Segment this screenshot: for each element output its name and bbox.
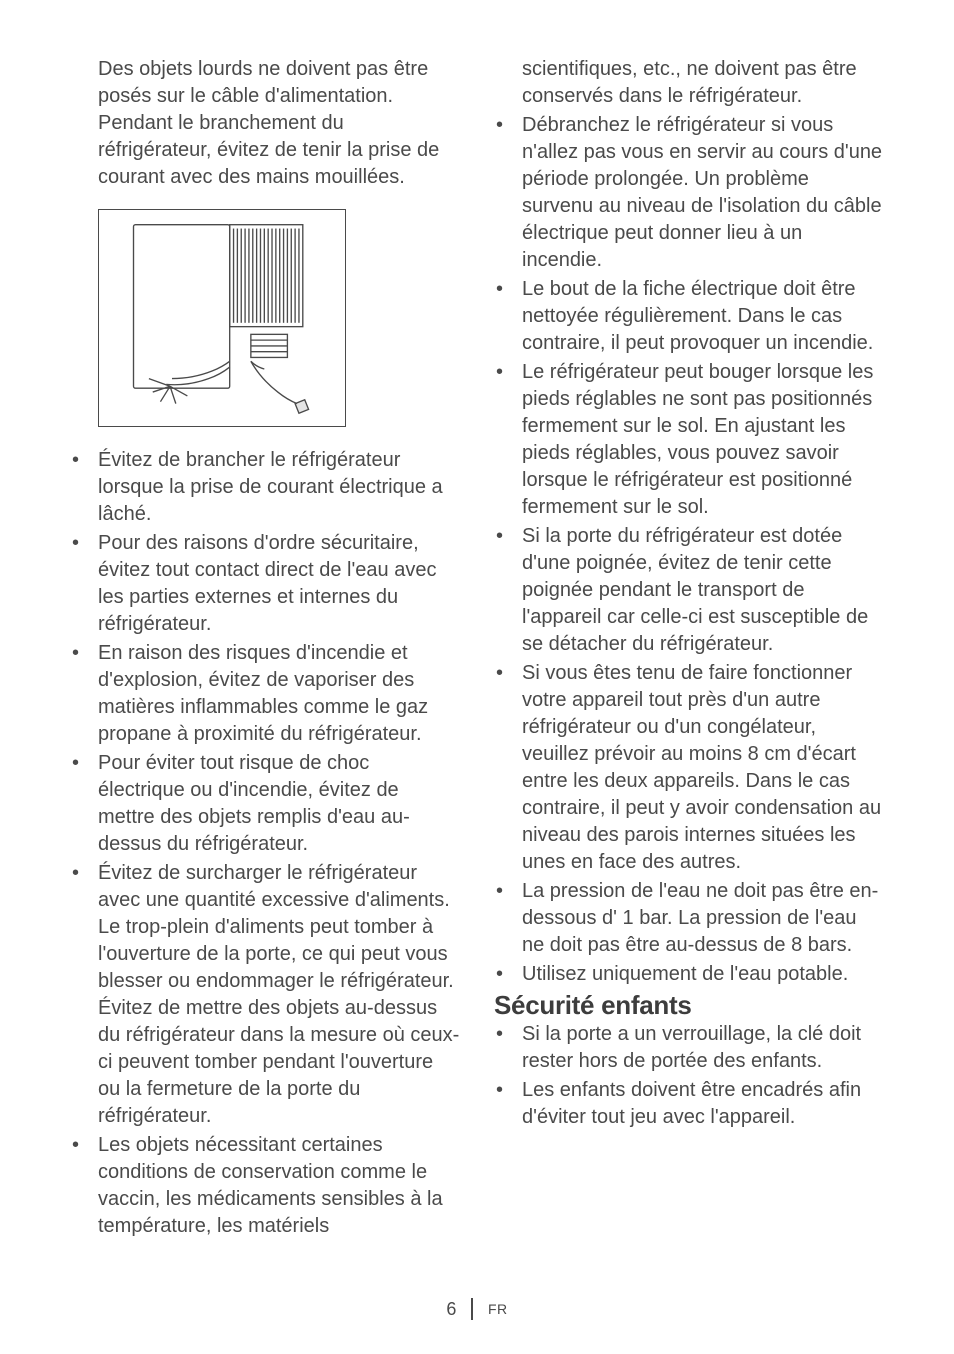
continuation-paragraph: scientifiques, etc., ne doivent pas être… <box>522 56 884 110</box>
list-item: Pour éviter tout risque de choc électriq… <box>70 750 460 858</box>
list-item: Utilisez uniquement de l'eau potable. <box>494 961 884 988</box>
page-number: 6 <box>446 1299 456 1319</box>
list-item: Les objets nécessitant certaines conditi… <box>70 1132 460 1240</box>
list-item: Les enfants doivent être encadrés afin d… <box>494 1077 884 1131</box>
left-column: Des objets lourds ne doivent pas être po… <box>70 56 460 1242</box>
right-bullet-list-2: Si la porte a un verrouillage, la clé do… <box>494 1021 884 1131</box>
list-item: Évitez de brancher le réfrigérateur lors… <box>70 447 460 528</box>
section-heading-securite-enfants: Sécurité enfants <box>494 990 884 1021</box>
list-item: Si vous êtes tenu de faire fonctionner v… <box>494 660 884 876</box>
list-item: Le réfrigérateur peut bouger lorsque les… <box>494 359 884 521</box>
right-column: scientifiques, etc., ne doivent pas être… <box>494 56 884 1242</box>
list-item: Pour des raisons d'ordre sécuritaire, év… <box>70 530 460 638</box>
refrigerator-back-diagram <box>98 209 346 427</box>
fridge-illustration-icon <box>106 217 338 419</box>
list-item: Si la porte a un verrouillage, la clé do… <box>494 1021 884 1075</box>
list-item: En raison des risques d'incendie et d'ex… <box>70 640 460 748</box>
intro-paragraph: Des objets lourds ne doivent pas être po… <box>98 56 460 191</box>
right-bullet-list: Débranchez le réfrigérateur si vous n'al… <box>494 112 884 988</box>
list-item: Si la porte du réfrigérateur est dotée d… <box>494 523 884 658</box>
country-code: FR <box>488 1301 508 1317</box>
list-item: La pression de l'eau ne doit pas être en… <box>494 878 884 959</box>
page-footer: 6 FR <box>0 1298 954 1320</box>
page-columns: Des objets lourds ne doivent pas être po… <box>0 0 954 1242</box>
left-bullet-list: Évitez de brancher le réfrigérateur lors… <box>70 447 460 1240</box>
list-item: Débranchez le réfrigérateur si vous n'al… <box>494 112 884 274</box>
footer-divider <box>471 1298 473 1320</box>
list-item: Évitez de surcharger le réfrigérateur av… <box>70 860 460 1130</box>
list-item: Le bout de la fiche électrique doit être… <box>494 276 884 357</box>
